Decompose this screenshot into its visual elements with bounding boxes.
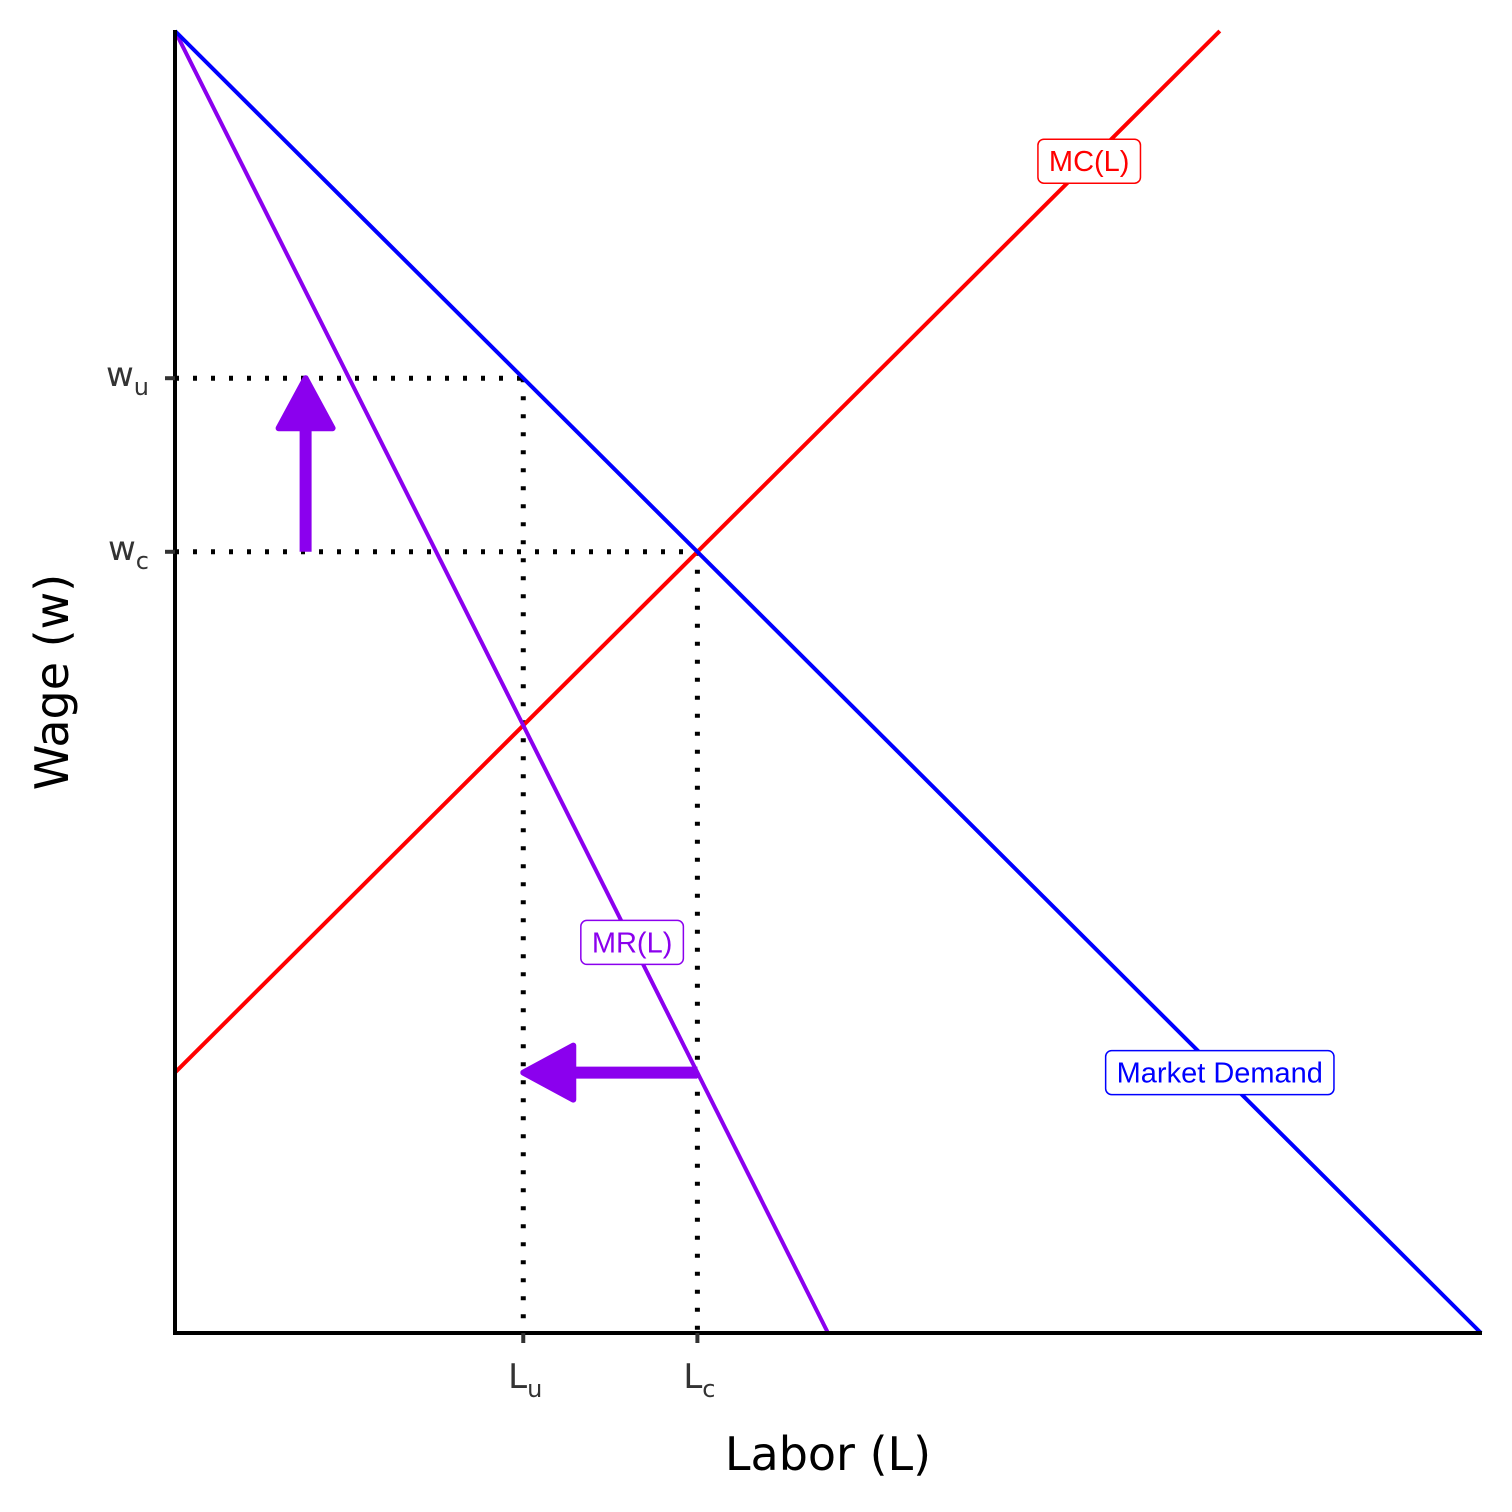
curve-label-text: Market Demand xyxy=(1117,1058,1323,1090)
y-tick-label-wc: wc xyxy=(108,529,149,575)
curve-label-box xyxy=(1104,1049,1335,1096)
x-axis-title: Labor (L) xyxy=(725,1427,931,1481)
curve-label-mc-l: MC(L) xyxy=(1037,138,1142,184)
x-tick-label-Lu: Lu xyxy=(508,1357,542,1403)
arrow-head xyxy=(275,375,336,432)
x-tick-label-Lc: Lc xyxy=(683,1357,715,1403)
tick-labels: Lu Lc wu wc xyxy=(106,355,716,1403)
series-lines xyxy=(173,29,1483,1335)
curve-label-text: MC(L) xyxy=(1049,146,1130,178)
axes xyxy=(173,30,1482,1335)
curve-label-mr-l: MR(L) xyxy=(580,919,685,966)
series-line-market-demand xyxy=(173,29,1483,1335)
series-line-mr-l xyxy=(173,30,830,1334)
curve-label-box xyxy=(580,919,685,966)
arrow-labor-decrease xyxy=(520,1042,698,1103)
y-axis-title: Wage (w) xyxy=(25,574,79,790)
curve-label-box xyxy=(1037,138,1142,184)
curve-label-market-demand: Market Demand xyxy=(1104,1049,1335,1096)
y-tick-label-wu: wu xyxy=(106,355,149,401)
shift-arrows xyxy=(275,375,698,1103)
arrow-head xyxy=(520,1042,577,1103)
curve-label-text: MR(L) xyxy=(592,927,673,959)
guide-lines xyxy=(175,375,700,1333)
arrow-wage-increase xyxy=(275,375,336,552)
curve-labels: MC(L) MR(L) Market Demand xyxy=(580,138,1335,1096)
